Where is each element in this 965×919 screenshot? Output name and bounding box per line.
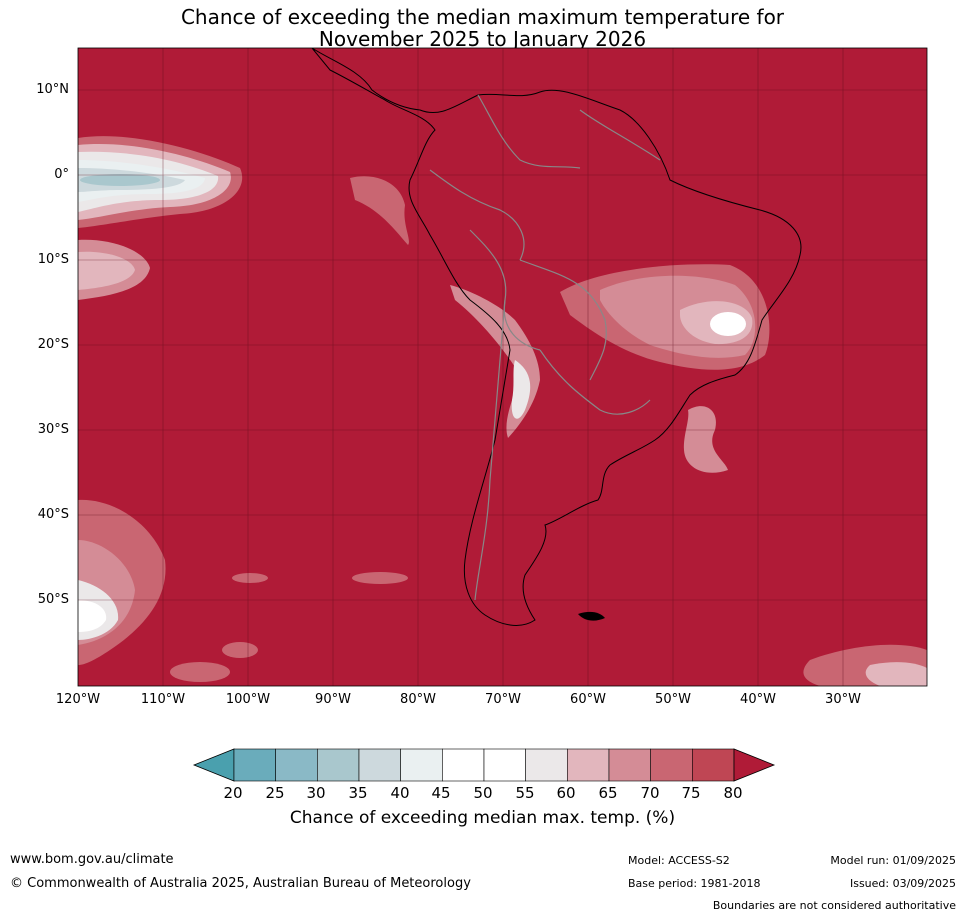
lat-label-20s: 20°S: [37, 337, 69, 352]
colorbar-tick: 75: [681, 784, 701, 802]
colorbar-segment: [358, 748, 401, 782]
colorbar-tick: 25: [265, 784, 285, 802]
anomaly-region-south-pacific: [78, 499, 927, 686]
lon-label-70w: 70°W: [485, 692, 521, 707]
colorbar-tick: 45: [431, 784, 451, 802]
lat-label-40s: 40°S: [37, 507, 69, 522]
colorbar-tick: 30: [306, 784, 326, 802]
colorbar-tick: 70: [640, 784, 660, 802]
map-background: [78, 48, 927, 686]
footer-issued: Issued: 03/09/2025: [849, 877, 956, 890]
colorbar-segment: [275, 748, 318, 782]
colorbar-segment: [650, 748, 693, 782]
map-frame: [77, 47, 928, 687]
lat-label-50s: 50°S: [37, 592, 69, 607]
colorbar-tick: 80: [723, 784, 743, 802]
colorbar-tick: 35: [348, 784, 368, 802]
lon-label-60w: 60°W: [570, 692, 606, 707]
colorbar-tick: 55: [515, 784, 535, 802]
colorbar-over-arrow: [733, 748, 776, 782]
anomaly-region-brazil: [560, 264, 770, 473]
colorbar-segment: [233, 748, 276, 782]
footer-boundaries-note: Boundaries are not considered authoritat…: [712, 899, 956, 912]
lon-label-100w: 100°W: [225, 692, 271, 707]
colorbar-segment: [567, 748, 610, 782]
colorbar: [192, 748, 776, 782]
colorbar-tick: 20: [223, 784, 243, 802]
colorbar-segment: [400, 748, 443, 782]
colorbar-segment: [317, 748, 360, 782]
lon-label-80w: 80°W: [400, 692, 436, 707]
footer-copyright: © Commonwealth of Australia 2025, Austra…: [10, 876, 471, 891]
anomaly-region-andes: [350, 176, 540, 438]
country-borders: [429, 94, 661, 601]
colorbar-segment: [442, 748, 485, 782]
colorbar-segment: [692, 748, 735, 782]
colorbar-segment: [525, 748, 568, 782]
lon-label-90w: 90°W: [315, 692, 351, 707]
footer-url[interactable]: www.bom.gov.au/climate: [10, 852, 174, 867]
lon-label-50w: 50°W: [655, 692, 691, 707]
anomaly-region-equatorial-pacific: [78, 136, 243, 300]
colorbar-tick: 65: [598, 784, 618, 802]
forecast-map: [77, 47, 928, 687]
colorbar-under-arrow: [192, 748, 235, 782]
footer-base-period: Base period: 1981-2018: [628, 877, 761, 890]
falkland-islands: [578, 611, 605, 621]
chart-title-line1: Chance of exceeding the median maximum t…: [180, 5, 785, 29]
lat-label-10n: 10°N: [36, 82, 69, 97]
chart-title-line2: November 2025 to January 2026: [318, 27, 647, 51]
lon-label-30w: 30°W: [825, 692, 861, 707]
map-grid: [78, 48, 927, 686]
colorbar-segment: [483, 748, 526, 782]
colorbar-label: Chance of exceeding median max. temp. (%…: [289, 808, 676, 828]
lat-label-0: 0°: [54, 167, 69, 182]
lon-label-110w: 110°W: [140, 692, 186, 707]
lon-label-40w: 40°W: [740, 692, 776, 707]
colorbar-tick: 60: [556, 784, 576, 802]
coastline-south-america: [311, 48, 802, 626]
lat-label-10s: 10°S: [37, 252, 69, 267]
footer-model: Model: ACCESS-S2: [628, 854, 730, 867]
lon-label-120w: 120°W: [55, 692, 101, 707]
colorbar-segment: [608, 748, 651, 782]
colorbar-segments: [233, 748, 735, 782]
colorbar-tick: 40: [390, 784, 410, 802]
footer-model-run: Model run: 01/09/2025: [830, 854, 956, 867]
colorbar-tick: 50: [473, 784, 493, 802]
lat-label-30s: 30°S: [37, 422, 69, 437]
